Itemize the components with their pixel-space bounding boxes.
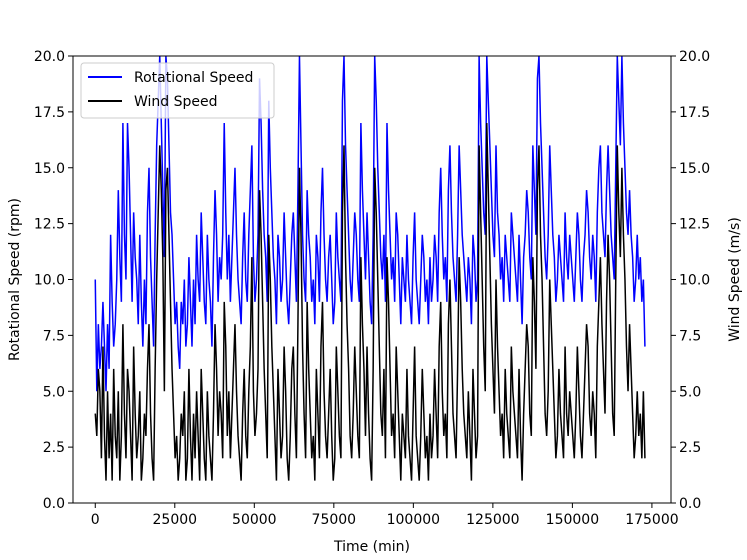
- legend: Rotational Speed Wind Speed: [80, 62, 275, 119]
- series-line-wind-speed: [94, 123, 646, 481]
- plot-lines: [94, 56, 646, 481]
- y-right-tick-label: 2.5: [679, 440, 701, 456]
- y-right-tick-label: 12.5: [679, 217, 710, 233]
- legend-label: Rotational Speed: [134, 70, 253, 86]
- y-right-tick-label: 15.0: [679, 161, 710, 177]
- x-axis: 0 25000 50000 75000 100000 125000 150000 175000: [91, 503, 679, 528]
- y-right-tick-label: 7.5: [679, 328, 701, 344]
- y-left-tick-label: 2.5: [43, 440, 65, 456]
- y-left-tick-label: 15.0: [34, 161, 65, 177]
- legend-box: [80, 62, 275, 119]
- y-axis-left: 0.0 2.5 5.0 7.5 10.0 12.5 15.0 17.5 20.0: [34, 49, 73, 512]
- x-tick-label: 100000: [387, 512, 440, 528]
- x-tick-label: 50000: [232, 512, 277, 528]
- y-left-tick-label: 20.0: [34, 49, 65, 65]
- y-left-tick-label: 7.5: [43, 328, 65, 344]
- x-tick-label: 75000: [312, 512, 357, 528]
- y-right-tick-label: 0.0: [679, 496, 701, 512]
- y-left-tick-label: 5.0: [43, 384, 65, 400]
- y-right-tick-label: 10.0: [679, 273, 710, 289]
- y-right-tick-label: 20.0: [679, 49, 710, 65]
- y-right-tick-label: 17.5: [679, 105, 710, 121]
- series-line-rotational-speed: [94, 56, 646, 392]
- y-left-tick-label: 17.5: [34, 105, 65, 121]
- y-left-tick-label: 0.0: [43, 496, 65, 512]
- y-axis-right-label: Wind Speed (m/s): [727, 217, 743, 342]
- x-tick-label: 175000: [625, 512, 678, 528]
- legend-label: Wind Speed: [134, 94, 218, 110]
- y-left-tick-label: 10.0: [34, 273, 65, 289]
- x-tick-label: 25000: [153, 512, 198, 528]
- y-axis-right: 0.0 2.5 5.0 7.5 10.0 12.5 15.0 17.5 20.0: [671, 49, 710, 512]
- y-right-tick-label: 5.0: [679, 384, 701, 400]
- y-left-tick-label: 12.5: [34, 217, 65, 233]
- x-tick-label: 125000: [466, 512, 519, 528]
- x-axis-label: Time (min): [333, 539, 410, 555]
- x-tick-label: 0: [91, 512, 100, 528]
- y-axis-left-label: Rotational Speed (rpm): [7, 198, 23, 361]
- x-tick-label: 150000: [546, 512, 599, 528]
